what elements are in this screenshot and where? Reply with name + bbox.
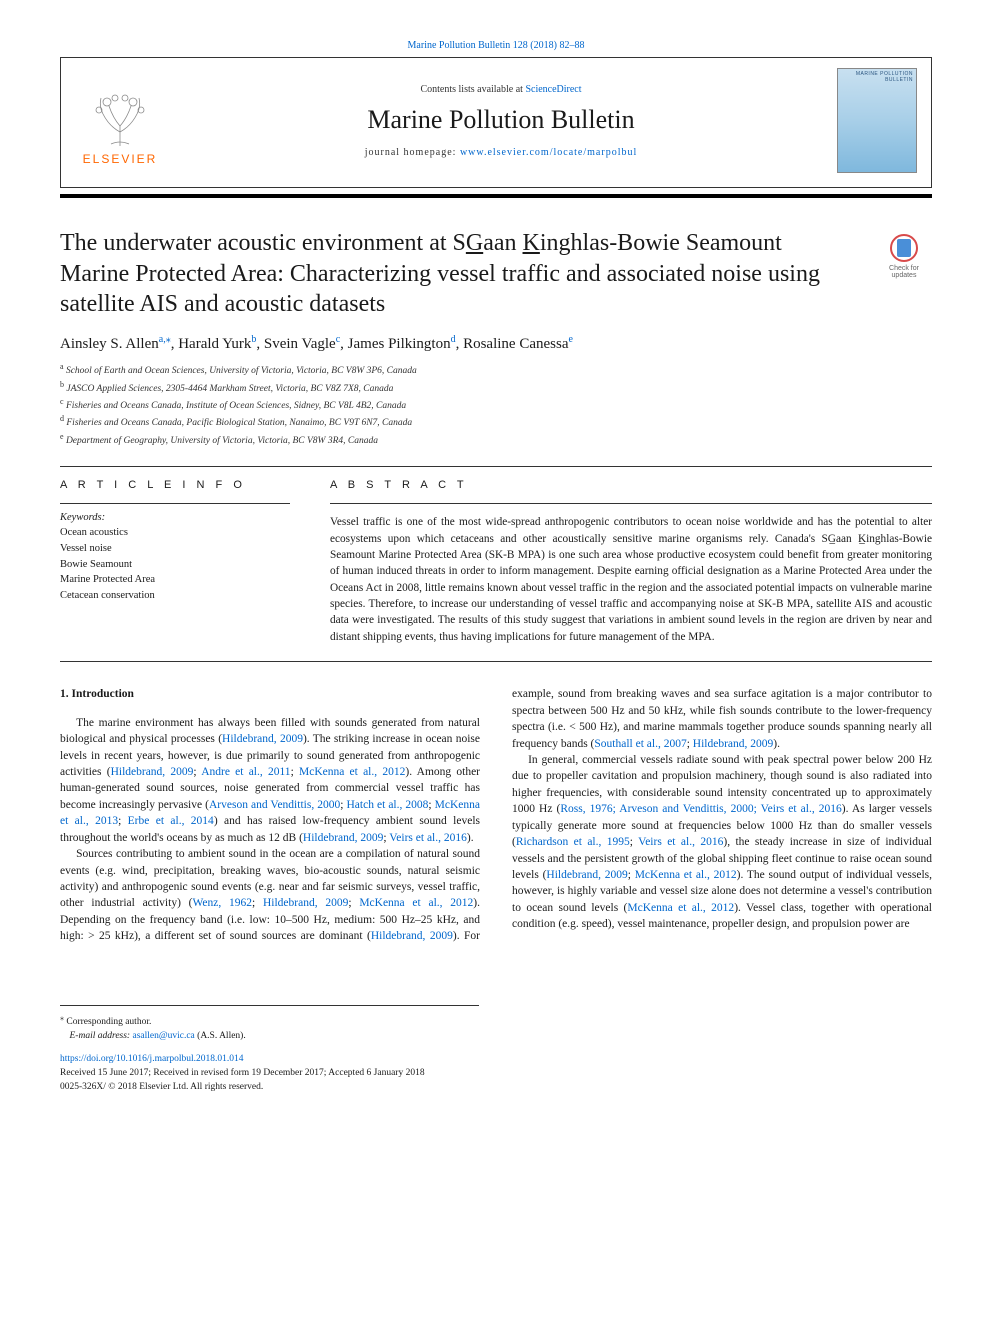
affiliations: a School of Earth and Ocean Sciences, Un… — [60, 361, 932, 448]
cite-link[interactable]: Hildebrand, 2009 — [263, 897, 348, 909]
keywords-label: Keywords: — [60, 512, 290, 523]
sciencedirect-link[interactable]: ScienceDirect — [525, 84, 581, 95]
journal-header: ELSEVIER Contents lists available at Sci… — [60, 57, 932, 188]
cite-link[interactable]: Hatch et al., 2008 — [346, 799, 428, 811]
intro-heading: 1. Introduction — [60, 686, 480, 702]
cite-link[interactable]: Hildebrand, 2009 — [546, 869, 627, 881]
body-text: 1. Introduction The marine environment h… — [60, 686, 932, 945]
cite-link[interactable]: Wenz, 1962 — [193, 897, 253, 909]
publisher-logo: ELSEVIER — [75, 75, 165, 166]
cite-link[interactable]: Southall et al., 2007 — [594, 738, 686, 750]
author-2: Svein Vaglec — [264, 336, 340, 352]
cite-link[interactable]: McKenna et al., 2012 — [627, 902, 734, 914]
elsevier-tree-icon — [85, 75, 155, 150]
keywords-list: Ocean acoustics Vessel noise Bowie Seamo… — [60, 525, 290, 604]
bookmark-icon — [897, 239, 911, 257]
author-4: Rosaline Canessae — [463, 336, 573, 352]
cite-link[interactable]: Arveson and Vendittis, 2000 — [209, 799, 340, 811]
affil-b: b JASCO Applied Sciences, 2305-4464 Mark… — [60, 379, 932, 396]
cite-link[interactable]: Ross, 1976; Arveson and Vendittis, 2000;… — [560, 803, 841, 815]
meta-rule-bottom — [60, 661, 932, 662]
doi-link[interactable]: https://doi.org/10.1016/j.marpolbul.2018… — [60, 1054, 244, 1064]
cite-link[interactable]: Hildebrand, 2009 — [371, 930, 453, 942]
abstract-heading: A B S T R A C T — [330, 479, 932, 491]
cite-link[interactable]: Hildebrand, 2009 — [693, 738, 773, 750]
doi-block: https://doi.org/10.1016/j.marpolbul.2018… — [60, 1053, 932, 1094]
author-1: Harald Yurkb — [178, 336, 256, 352]
affil-a: a School of Earth and Ocean Sciences, Un… — [60, 361, 932, 378]
cite-link[interactable]: McKenna et al., 2012 — [299, 766, 405, 778]
journal-cover-thumbnail: MARINE POLLUTION BULLETIN — [837, 68, 917, 173]
check-updates-badge[interactable]: Check for updates — [876, 234, 932, 279]
contents-line: Contents lists available at ScienceDirec… — [165, 84, 837, 95]
info-rule — [60, 503, 290, 504]
cite-link[interactable]: Andre et al., 2011 — [201, 766, 290, 778]
affil-e: e Department of Geography, University of… — [60, 431, 932, 448]
abstract-rule — [330, 503, 932, 504]
cite-link[interactable]: Hildebrand, 2009 — [303, 832, 383, 844]
publisher-name: ELSEVIER — [83, 152, 158, 166]
abstract-text: Vessel traffic is one of the most wide-s… — [330, 514, 932, 645]
para-3: In general, commercial vessels radiate s… — [512, 752, 932, 933]
cite-link[interactable]: Hildebrand, 2009 — [222, 733, 303, 745]
author-3: James Pilkingtond — [348, 336, 456, 352]
affil-c: c Fisheries and Oceans Canada, Institute… — [60, 396, 932, 413]
affil-d: d Fisheries and Oceans Canada, Pacific B… — [60, 413, 932, 430]
cite-link[interactable]: Hildebrand, 2009 — [111, 766, 194, 778]
para-1: The marine environment has always been f… — [60, 715, 480, 847]
cite-link[interactable]: Richardson et al., 1995 — [516, 836, 630, 848]
header-rule — [60, 194, 932, 198]
meta-rule-top — [60, 466, 932, 467]
cite-link[interactable]: McKenna et al., 2012 — [359, 897, 473, 909]
email-link[interactable]: asallen@uvic.ca — [132, 1031, 194, 1041]
article-info-heading: A R T I C L E I N F O — [60, 479, 290, 491]
footnotes: ⁎ Corresponding author. E-mail address: … — [60, 1005, 479, 1044]
cite-link[interactable]: Erbe et al., 2014 — [128, 815, 214, 827]
cite-link[interactable]: McKenna et al., 2012 — [635, 869, 737, 881]
citation-bar: Marine Pollution Bulletin 128 (2018) 82–… — [60, 40, 932, 51]
article-title: The underwater acoustic environment at S… — [60, 228, 856, 320]
author-list: Ainsley S. Allena,⁎, Harald Yurkb, Svein… — [60, 334, 932, 353]
homepage-line: journal homepage: www.elsevier.com/locat… — [165, 147, 837, 158]
journal-name: Marine Pollution Bulletin — [165, 105, 837, 135]
author-0: Ainsley S. Allena,⁎ — [60, 336, 171, 352]
cite-link[interactable]: Veirs et al., 2016 — [638, 836, 723, 848]
cite-link[interactable]: Veirs et al., 2016 — [389, 832, 467, 844]
homepage-link[interactable]: www.elsevier.com/locate/marpolbul — [460, 147, 637, 158]
